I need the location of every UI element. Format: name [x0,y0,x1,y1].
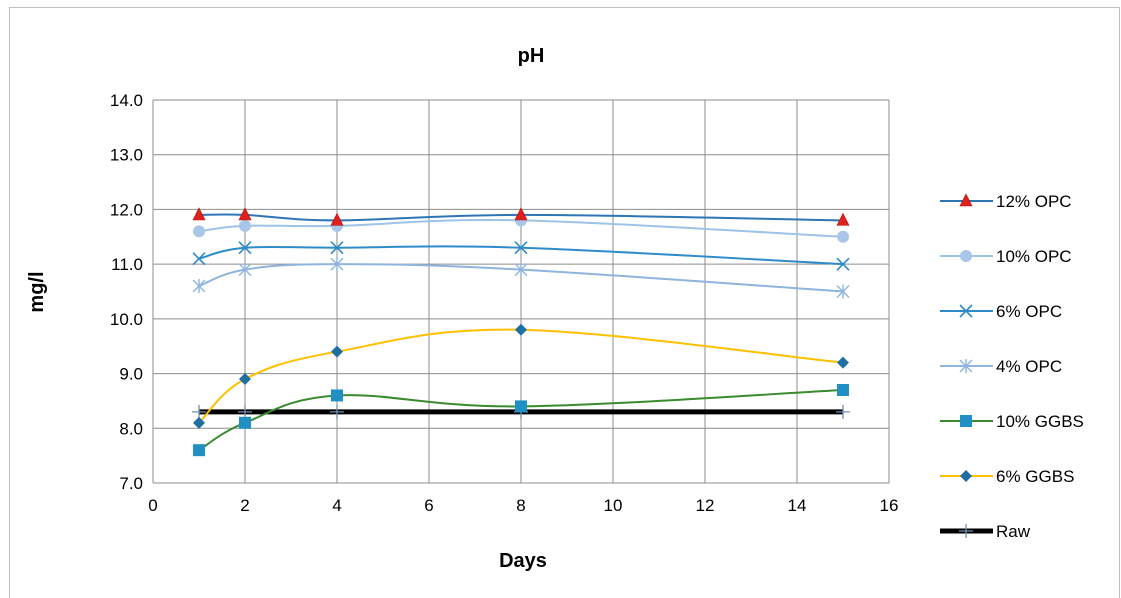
y-tick-label: 11.0 [111,255,143,274]
data-point-10pct-ggbs [837,383,849,396]
data-point-10pct-opc [193,225,205,238]
chart-frame [9,7,1120,598]
legend-label: 4% OPC [996,357,1062,376]
data-point-12pct-opc [238,207,252,221]
x-tick-label: 4 [332,496,341,515]
data-point-10pct-opc [837,230,849,243]
y-tick-label: 10.0 [110,310,143,329]
legend-label: 6% GGBS [996,467,1074,486]
legend-marker [960,415,972,427]
data-point-6pct-ggbs [239,373,251,386]
data-point-12pct-opc [514,207,528,221]
legend-item-4pct-opc: 4% OPC [940,357,1062,376]
data-point-6pct-ggbs [837,356,849,369]
data-point-6pct-ggbs [193,416,205,429]
legend-label: Raw [996,522,1031,541]
legend-item-6pct-ggbs: 6% GGBS [940,467,1074,486]
data-point-10pct-ggbs [239,416,251,429]
series-6pct-opc [192,241,850,271]
legend-label: 6% OPC [996,302,1062,321]
data-point-6pct-ggbs [515,323,527,336]
x-tick-label: 12 [696,496,715,515]
data-point-4pct-opc [192,279,206,294]
legend-label: 10% GGBS [996,412,1084,431]
x-tick-label: 14 [788,496,807,515]
data-point-4pct-opc [836,284,850,299]
legend: 12% OPC 10% OPC 6% OPC 4% OPC 10% GGBS 6% GGB… [940,192,1084,541]
y-tick-label: 9.0 [119,365,143,384]
data-point-4pct-opc [330,257,344,272]
data-point-raw [330,404,344,419]
data-point-12pct-opc [192,207,206,221]
legend-marker [959,304,973,318]
legend-marker [960,250,972,262]
data-point-12pct-opc [836,212,850,226]
data-point-12pct-opc [330,212,344,226]
x-tick-label: 0 [148,496,157,515]
legend-marker [960,470,972,482]
gridlines [152,99,890,484]
x-tick-label: 16 [880,496,899,515]
series-10pct-ggbs [193,383,849,457]
y-tick-label: 12.0 [110,200,143,219]
legend-item-raw: Raw [940,522,1031,541]
data-point-raw [238,404,252,419]
chart-title: pH [518,45,545,67]
legend-item-6pct-opc: 6% OPC [940,302,1062,321]
series-4pct-opc [192,257,850,299]
y-tick-label: 13.0 [110,146,143,165]
data-point-raw [836,404,850,419]
legend-item-10pct-ggbs: 10% GGBS [940,412,1084,431]
legend-item-12pct-opc: 12% OPC [940,192,1072,211]
data-point-6pct-opc [836,257,850,271]
series-group [192,207,850,457]
x-tick-labels: 0 2 4 6 8 10 12 14 16 [148,496,898,515]
data-point-10pct-ggbs [193,444,205,457]
data-point-6pct-ggbs [331,345,343,358]
series-12pct-opc [192,207,850,226]
legend-label: 12% OPC [996,192,1072,211]
y-axis-title: mg/l [26,271,48,312]
y-tick-label: 8.0 [119,419,143,438]
y-tick-label: 14.0 [110,91,143,110]
data-point-10pct-opc [239,219,251,232]
x-tick-label: 8 [516,496,525,515]
data-point-6pct-opc [192,252,206,266]
legend-marker [959,359,973,373]
series-6pct-ggbs [193,323,849,429]
legend-marker [959,193,973,207]
x-tick-label: 6 [424,496,433,515]
data-point-10pct-ggbs [515,400,527,413]
data-point-raw [192,404,206,419]
y-tick-labels: 7.0 8.0 9.0 10.0 11.0 12.0 13.0 14.0 [110,91,143,493]
x-tick-label: 2 [240,496,249,515]
legend-marker [959,524,973,538]
legend-label: 10% OPC [996,247,1072,266]
data-point-6pct-opc [514,241,528,255]
y-tick-label: 7.0 [119,474,143,493]
data-point-4pct-opc [514,262,528,277]
x-axis-title: Days [499,550,547,572]
data-point-6pct-opc [238,241,252,255]
data-point-10pct-ggbs [331,389,343,402]
data-point-6pct-opc [330,241,344,255]
legend-item-10pct-opc: 10% OPC [940,247,1072,266]
data-point-4pct-opc [238,262,252,277]
x-tick-label: 10 [604,496,623,515]
